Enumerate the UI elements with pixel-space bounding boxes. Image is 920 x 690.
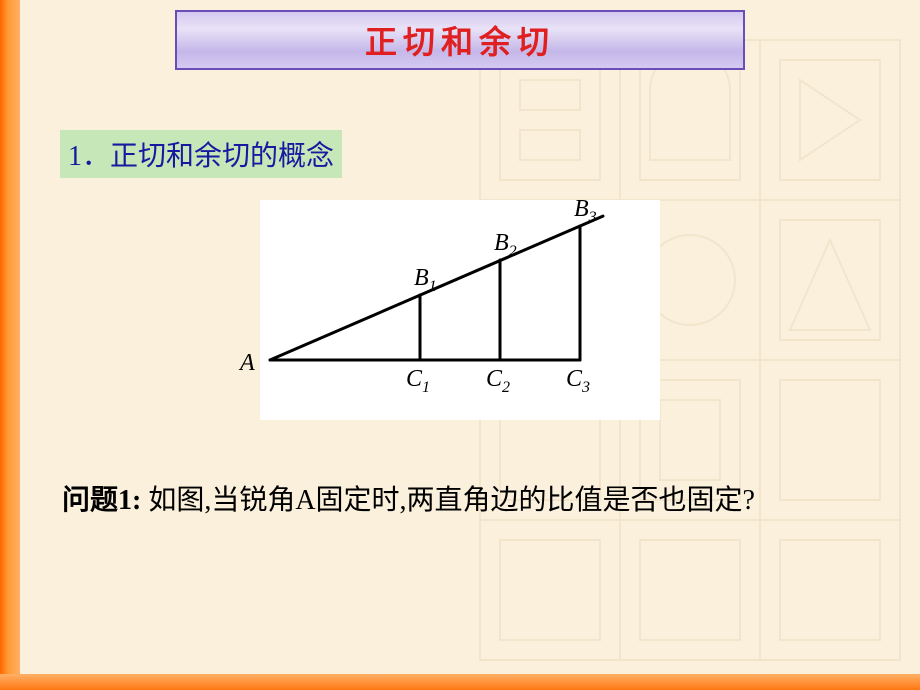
- question-body: 如图,当锐角A固定时,两直角边的比值是否也固定?: [141, 485, 755, 516]
- section-heading: 1．正切和余切的概念: [60, 130, 342, 178]
- diagram-svg: [240, 190, 680, 430]
- vertex-label-B3: B3: [574, 196, 597, 227]
- vertex-label-B2: B2: [494, 230, 517, 261]
- bottom-accent-bar: [0, 674, 920, 690]
- page-title: 正切和余切: [365, 17, 555, 63]
- left-accent-bar: [0, 0, 20, 690]
- title-box: 正切和余切: [175, 10, 745, 70]
- vertex-label-C1: C1: [406, 366, 430, 397]
- question-text: 问题1: 如图,当锐角A固定时,两直角边的比值是否也固定?: [62, 470, 850, 532]
- vertex-label-C3: C3: [566, 366, 590, 397]
- vertex-label-B1: B1: [414, 265, 437, 296]
- question-label: 问题1:: [62, 485, 141, 516]
- vertex-label-A: A: [240, 350, 255, 377]
- vertex-label-C2: C2: [486, 366, 510, 397]
- triangle-diagram: A B1 C1 B2 C2 B3 C3: [240, 190, 680, 430]
